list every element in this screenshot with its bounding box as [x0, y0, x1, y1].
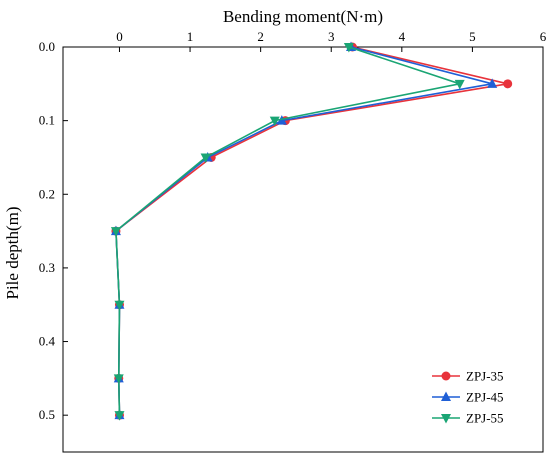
x-tick-label: 0	[116, 29, 123, 44]
data-point	[441, 391, 451, 401]
plot-frame	[62, 46, 544, 453]
x-tick-label: 5	[469, 29, 476, 44]
x-tick-label: 1	[187, 29, 194, 44]
data-point	[114, 300, 125, 311]
data-point	[200, 153, 211, 163]
data-point	[441, 371, 451, 381]
data-point	[454, 79, 465, 90]
legend-item: ZPJ-45	[432, 390, 504, 405]
data-point	[487, 78, 498, 88]
series-ZPJ-55	[110, 43, 465, 421]
y-tick-label: 0.0	[39, 39, 55, 54]
legend-label: ZPJ-55	[466, 411, 504, 426]
data-point	[343, 43, 354, 53]
x-tick-label: 4	[399, 29, 406, 44]
legend-item: ZPJ-35	[432, 369, 504, 384]
series-line	[115, 46, 463, 416]
data-point	[110, 227, 121, 237]
y-tick-label: 0.5	[39, 407, 55, 422]
data-point	[441, 414, 451, 424]
x-tick-label: 2	[257, 29, 264, 44]
legend-label: ZPJ-35	[466, 369, 504, 384]
y-tick-label: 0.4	[39, 334, 56, 349]
data-point	[269, 116, 280, 127]
data-point	[503, 79, 513, 89]
legend-label: ZPJ-45	[466, 390, 504, 405]
x-tick-label: 3	[328, 29, 335, 44]
y-tick-label: 0.2	[39, 186, 55, 201]
data-point	[113, 374, 124, 384]
x-axis-title: Bending moment(N·m)	[223, 7, 383, 26]
data-point	[114, 411, 125, 421]
y-tick-label: 0.1	[39, 113, 55, 128]
y-tick-label: 0.3	[39, 260, 55, 275]
legend-item: ZPJ-55	[432, 411, 504, 426]
y-axis-title: Pile depth(m)	[3, 206, 22, 299]
x-tick-label: 6	[540, 29, 547, 44]
